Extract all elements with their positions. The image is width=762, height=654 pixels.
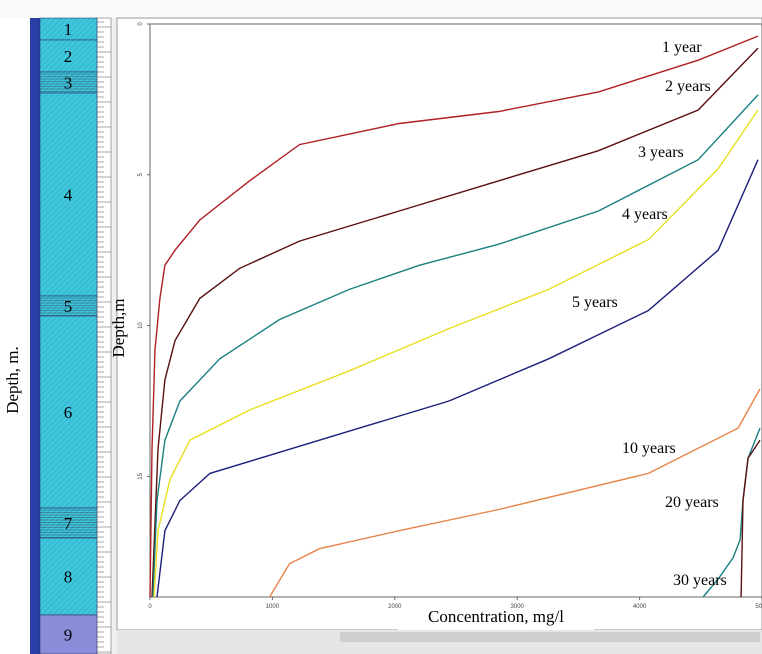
layer — [39, 315, 98, 509]
series-line — [268, 388, 761, 598]
series-line — [153, 109, 759, 598]
layer-label: 1 — [64, 20, 73, 39]
series-label: 3 years — [638, 144, 684, 161]
x-tick-label: 3000 — [511, 604, 525, 610]
x-tick-label: 0 — [148, 604, 152, 610]
layer-label: 2 — [64, 47, 73, 66]
layer — [39, 507, 98, 539]
x-tick-label: 1000 — [266, 604, 280, 610]
layer-label: 4 — [64, 186, 73, 205]
y-axis-label: Depth,m — [109, 298, 128, 357]
x-tick-label: 4000 — [633, 604, 647, 610]
y-tick-label: 10 — [138, 322, 144, 329]
series-label: 2 years — [665, 78, 711, 95]
layer — [39, 92, 98, 297]
scroll-thumb[interactable] — [340, 632, 760, 642]
soil-column: 1 2 3 4 5 6 7 8 9 — [39, 17, 111, 654]
layer — [39, 39, 98, 73]
column-title: Depth, m. — [3, 346, 22, 414]
layer — [39, 537, 98, 616]
series-label: 10 years — [622, 440, 676, 457]
series-label: 4 years — [622, 206, 668, 223]
series-label: 5 years — [572, 294, 618, 311]
x-tick-label: 5000 — [755, 604, 762, 610]
x-tick-label: 2000 — [388, 604, 402, 610]
toolbar — [0, 0, 762, 18]
series-label: 20 years — [665, 494, 719, 511]
layer-label: 9 — [64, 626, 73, 645]
series-label: 1 year — [662, 39, 702, 56]
x-axis-label: Concentration, mg/l — [428, 607, 564, 626]
series-line — [149, 35, 759, 598]
y-tick-label: 5 — [138, 172, 144, 176]
y-tick-label: 15 — [138, 472, 144, 479]
column-axis-area — [0, 18, 30, 654]
series-line — [740, 439, 761, 598]
x-label-bg — [398, 604, 594, 630]
layer — [39, 614, 98, 654]
column-strip — [30, 18, 40, 654]
series-line — [152, 94, 759, 598]
series-line — [156, 159, 759, 598]
plot-area — [149, 23, 762, 598]
layer-label: 8 — [64, 568, 73, 587]
series-line — [151, 47, 759, 598]
layer-label: 5 — [64, 297, 73, 316]
layer-label: 7 — [64, 514, 73, 533]
series-label: 30 years — [673, 572, 727, 589]
layer-label: 6 — [64, 403, 73, 422]
layer-label: 3 — [64, 74, 73, 93]
y-tick-label: 0 — [138, 22, 144, 26]
